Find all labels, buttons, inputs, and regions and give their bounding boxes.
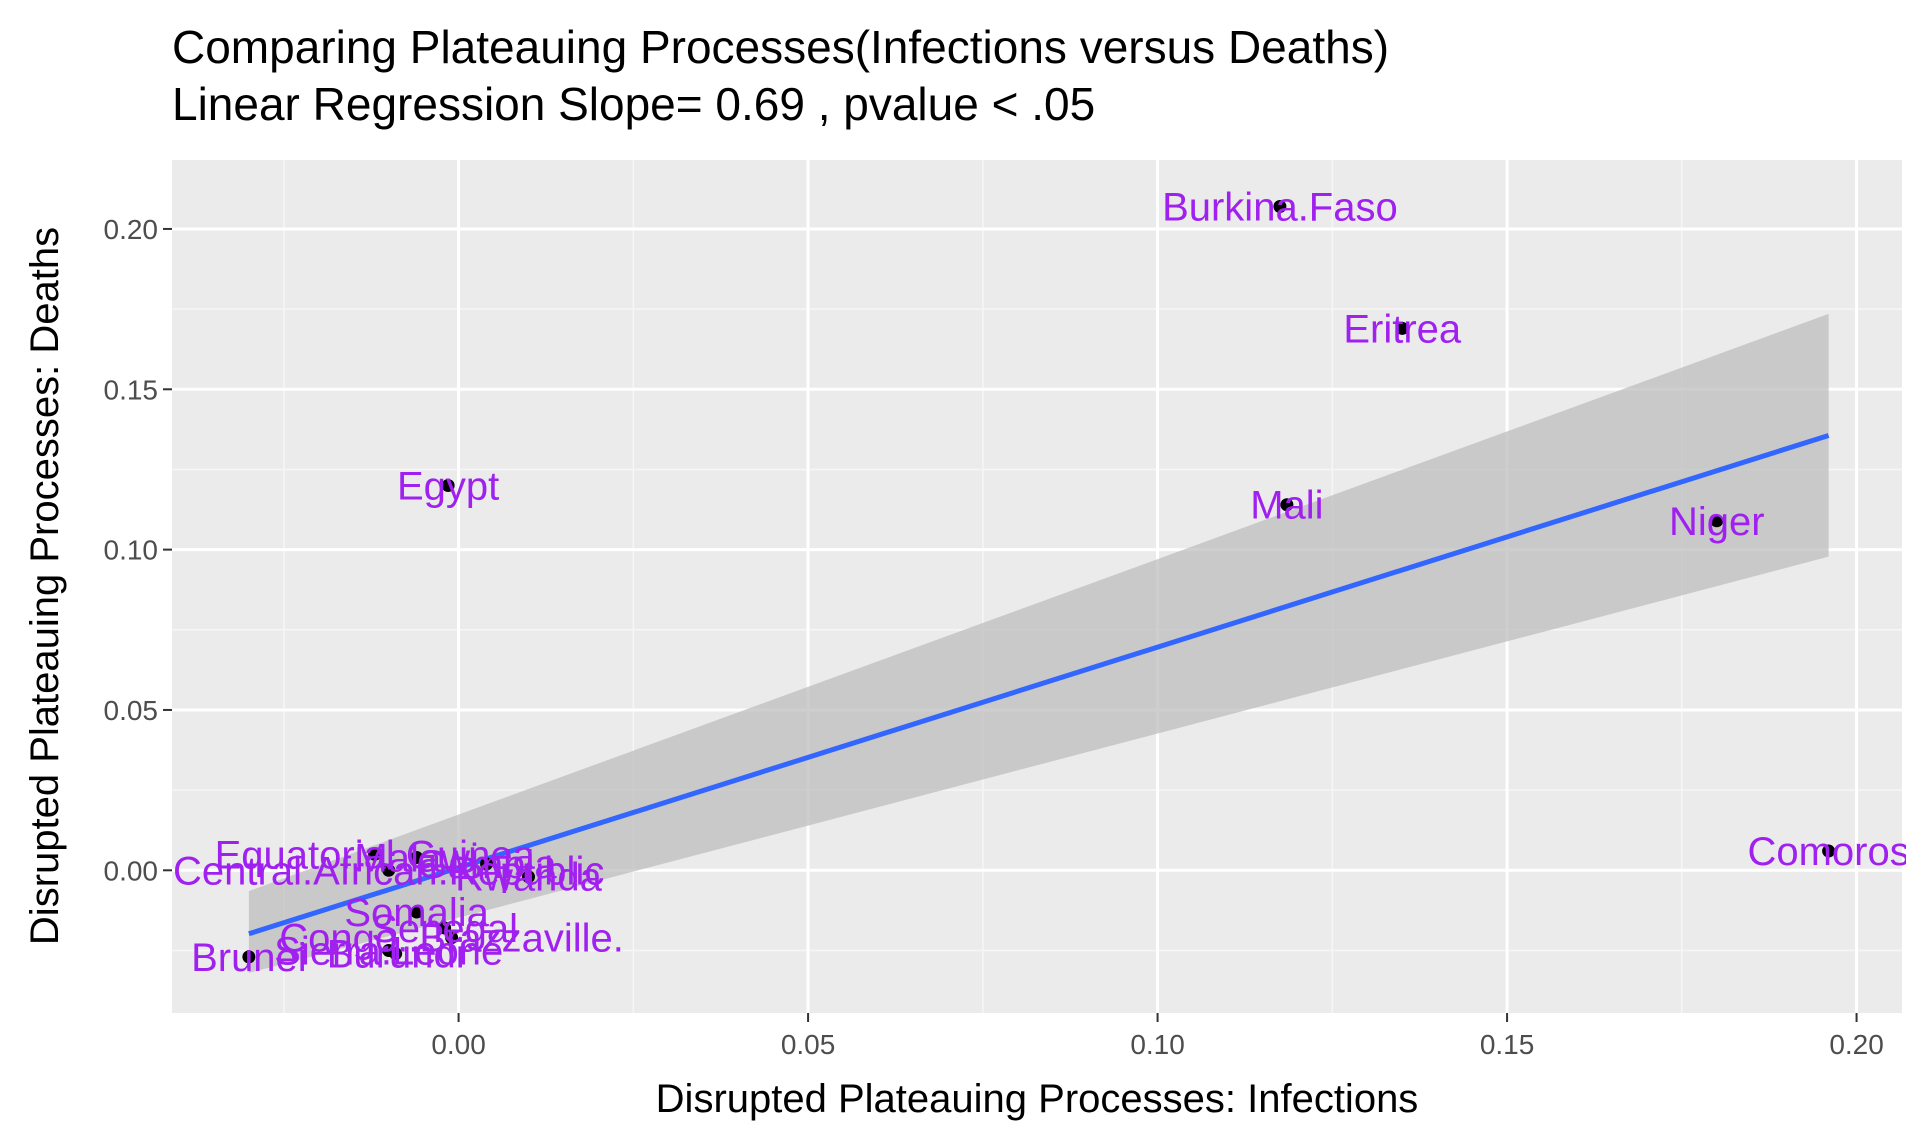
- point-label: Central.African.Republic: [173, 849, 604, 893]
- point-label: Comoros: [1747, 830, 1906, 874]
- x-tick-label: 0.20: [1829, 1029, 1884, 1060]
- x-tick-label: 0.05: [781, 1029, 836, 1060]
- y-tick-label: 0.15: [104, 374, 159, 405]
- data-point: [410, 905, 424, 919]
- point-label: Eritrea: [1343, 307, 1462, 351]
- point-label: Egypt: [397, 464, 499, 508]
- regression-line: [248, 433, 1830, 937]
- data-point: [445, 931, 459, 945]
- point-label: Gambia: [417, 843, 558, 887]
- x-axis-ticks: 0.00 0.05 0.10 0.15 0.20: [431, 1013, 1884, 1060]
- data-point: [1710, 514, 1724, 528]
- point-label: Burundi: [327, 933, 465, 977]
- y-tick-label: 0.20: [104, 214, 159, 245]
- point-labels: Burkina.Faso Eritrea Egypt Mali Niger Comoros…: [173, 185, 1906, 979]
- point-label: Niger: [1669, 500, 1765, 544]
- data-point: [438, 921, 452, 935]
- point-label: Burkina.Faso: [1162, 185, 1398, 229]
- data-point: [368, 847, 382, 861]
- x-tick-label: 0.10: [1130, 1029, 1185, 1060]
- data-point: [410, 850, 424, 864]
- y-tick-label: 0.10: [104, 535, 159, 566]
- regression-line-path: [248, 433, 1830, 937]
- data-point: [1280, 498, 1294, 512]
- point-label: Somalia: [344, 891, 489, 935]
- data-point: [441, 478, 455, 492]
- data-point: [480, 857, 494, 871]
- y-axis-title: Disrupted Plateauing Processes: Deaths: [23, 227, 67, 945]
- data-point: [1395, 321, 1409, 335]
- point-label: Senegal: [371, 907, 518, 951]
- point-label: Mali: [1250, 484, 1323, 528]
- point-label: Congo..Brazzaville.: [279, 917, 624, 961]
- y-tick-label: 0.05: [104, 695, 159, 726]
- data-point: [1273, 199, 1287, 213]
- y-axis-ticks: 0.00 0.05 0.10 0.15 0.20: [104, 214, 172, 886]
- data-point: [389, 947, 403, 961]
- point-label: Brunei: [191, 936, 307, 980]
- point-label: Equatorial.Guinea: [215, 833, 536, 877]
- chart-title: Comparing Plateauing Processes(Infection…: [172, 21, 1389, 73]
- data-point: [1822, 844, 1836, 858]
- data-point: [242, 950, 256, 964]
- x-axis-title: Disrupted Plateauing Processes: Infectio…: [656, 1077, 1419, 1121]
- point-label: Rwanda: [455, 856, 603, 900]
- x-tick-label: 0.15: [1480, 1029, 1535, 1060]
- x-tick-label: 0.00: [431, 1029, 486, 1060]
- y-tick-label: 0.00: [104, 855, 159, 886]
- data-point: [521, 870, 535, 884]
- point-label: Malawi: [354, 836, 478, 880]
- chart-subtitle: Linear Regression Slope= 0.69 , pvalue <…: [172, 78, 1095, 130]
- data-point: [382, 863, 396, 877]
- point-label: Sierra.Leone: [274, 929, 503, 973]
- data-points: [242, 199, 1836, 964]
